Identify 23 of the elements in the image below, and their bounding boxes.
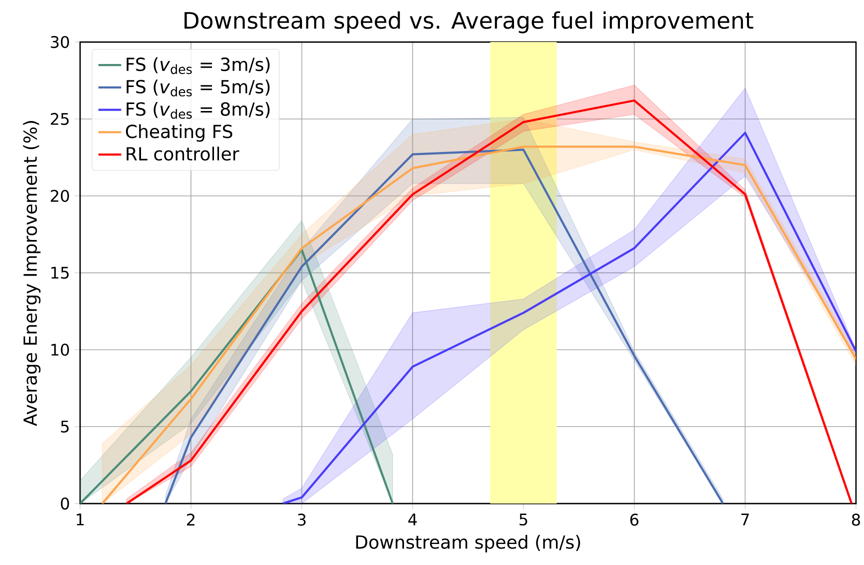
legend-label: FS (v$_{des}$ = 3m/s) [126, 57, 270, 74]
x-tick-label: 8 [852, 514, 860, 526]
x-axis-title: Downstream speed (m/s) [356, 535, 580, 553]
y-tick-label: 15 [51, 267, 69, 279]
x-tick-label: 2 [187, 514, 194, 526]
y-tick-label: 25 [50, 113, 69, 126]
y-tick-label: 0 [60, 498, 69, 510]
legend-label: Cheating FS [126, 124, 232, 142]
x-tick-label: 7 [741, 514, 749, 526]
x-tick-label: 5 [520, 514, 528, 526]
y-axis-title: Average Energy Improvement (%) [23, 121, 40, 426]
y-tick-label: 5 [61, 420, 69, 433]
y-tick-label: 30 [50, 36, 69, 48]
legend-label: FS (v$_{des}$ = 8m/s) [126, 102, 270, 119]
x-tick-label: 1 [76, 514, 84, 526]
legend-label: RL controller [126, 146, 240, 161]
y-tick-label: 10 [51, 344, 69, 356]
x-tick-label: 6 [630, 514, 638, 526]
chart-title: Downstream speed vs. Average fuel improvement [184, 12, 754, 34]
x-tick-label: 3 [298, 514, 306, 526]
legend-label: FS (v$_{des}$ = 5m/s) [126, 80, 270, 97]
x-tick-label: 4 [408, 514, 417, 526]
y-tick-label: 20 [50, 190, 69, 202]
